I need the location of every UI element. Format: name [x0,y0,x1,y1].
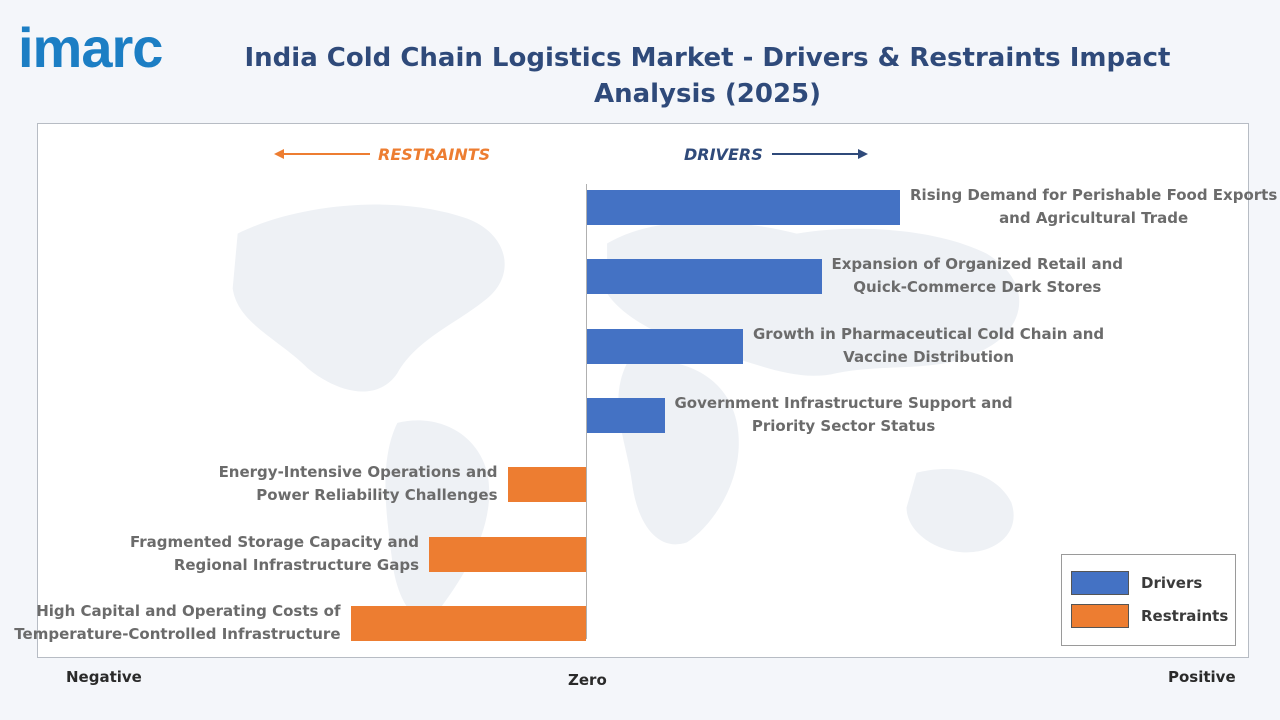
bar-label-line: Quick-Commerce Dark Stores [853,278,1102,296]
bar-label-line: and Agricultural Trade [999,209,1189,227]
driver-label: Expansion of Organized Retail and Quick-C… [832,253,1124,299]
legend-swatch-restraints [1071,604,1129,628]
restraint-bar [429,537,586,572]
bar-label-line: Government Infrastructure Support and [674,394,1013,412]
bar-label-line: Temperature-Controlled Infrastructure [14,625,341,643]
axis-label-positive: Positive [1168,668,1236,686]
legend-item-drivers: Drivers [1071,571,1202,595]
restraint-label: Energy-Intensive Operations and Power Rel… [219,461,498,507]
bar-label-line: Rising Demand for Perishable Food Export… [910,186,1278,204]
bar-label-line: Fragmented Storage Capacity and [130,533,419,551]
driver-bar [586,398,665,433]
zero-axis-line [586,184,587,639]
bar-label-line: High Capital and Operating Costs of [36,602,341,620]
bar-label-line: Growth in Pharmaceutical Cold Chain and [753,325,1105,343]
chart-legend: Drivers Restraints [1061,554,1236,646]
drivers-header: DRIVERS [684,145,763,164]
driver-label: Rising Demand for Perishable Food Export… [910,184,1277,230]
bar-label-line: Expansion of Organized Retail and [831,255,1124,273]
restraints-header: RESTRAINTS [378,145,491,164]
chart-title: India Cold Chain Logistics Market - Driv… [244,43,1171,109]
driver-bar [586,259,822,294]
bar-label-line: Energy-Intensive Operations and [218,463,498,481]
driver-label: Government Infrastructure Support and Pri… [675,392,1013,438]
bar-label-line: Vaccine Distribution [843,348,1015,366]
restraints-arrow-icon [274,149,370,159]
chart-panel: RESTRAINTS DRIVERS Rising Demand for Per… [14,123,1277,658]
axis-label-negative: Negative [66,668,142,686]
imarc-logo: imarc [18,16,163,79]
legend-swatch-drivers [1071,571,1129,595]
driver-label: Growth in Pharmaceutical Cold Chain and V… [753,323,1104,369]
legend-label-drivers: Drivers [1141,574,1203,592]
restraint-label: High Capital and Operating Costs of Tempe… [14,600,340,646]
driver-bar [586,190,900,225]
legend-item-restraints: Restraints [1071,604,1228,628]
legend-label-restraints: Restraints [1141,607,1229,625]
axis-label-zero: Zero [568,671,607,689]
bar-label-line: Regional Infrastructure Gaps [173,556,419,574]
driver-bar [586,329,743,364]
bar-label-line: Power Reliability Challenges [256,486,498,504]
restraint-bar [507,467,586,502]
bar-label-line: Priority Sector Status [751,417,936,435]
restraint-bar [350,606,586,641]
restraint-label: Fragmented Storage Capacity and Regional … [130,531,419,577]
drivers-arrow-icon [772,149,868,159]
